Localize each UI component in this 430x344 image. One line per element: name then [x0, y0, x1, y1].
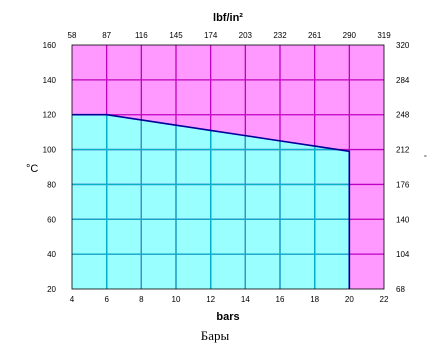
top-tick-label: 203: [239, 31, 253, 40]
right-tick-label: 248: [396, 111, 410, 120]
top-tick-label: 319: [377, 31, 391, 40]
x-tick-label: 8: [139, 295, 144, 304]
y-tick-label: 40: [47, 250, 56, 259]
y-tick-label: 160: [43, 41, 57, 50]
bottom-x-tick-labels: 4 6 8 10 12 14 16 18 20 22: [70, 295, 389, 304]
right-tick-label: 284: [396, 76, 410, 85]
top-tick-label: 232: [273, 31, 287, 40]
x-tick-label: 16: [276, 295, 285, 304]
right-tick-label: 212: [396, 146, 410, 155]
x-tick-label: 20: [345, 295, 354, 304]
top-tick-label: 261: [308, 31, 322, 40]
right-y-axis-title: °: [424, 154, 427, 162]
y-tick-label: 120: [43, 111, 57, 120]
y-tick-label: 80: [47, 180, 56, 189]
x-tick-label: 22: [380, 295, 389, 304]
right-tick-label: 68: [396, 285, 405, 294]
y-axis-title: °C: [26, 163, 38, 175]
x-tick-label: 10: [172, 295, 181, 304]
top-tick-label: 58: [68, 31, 77, 40]
x-axis-title: bars: [216, 311, 239, 323]
y-tick-label: 20: [47, 285, 56, 294]
y-tick-label: 140: [43, 76, 57, 85]
x-tick-label: 6: [104, 295, 109, 304]
top-tick-label: 87: [102, 31, 111, 40]
plot-frame: [71, 44, 385, 290]
chart-caption: Бары: [200, 328, 230, 343]
right-tick-label: 140: [396, 215, 410, 224]
right-tick-label: 104: [396, 250, 410, 259]
x-tick-label: 12: [206, 295, 215, 304]
x-tick-label: 14: [241, 295, 250, 304]
top-tick-label: 174: [204, 31, 218, 40]
y-tick-label: 100: [43, 146, 57, 155]
right-tick-label: 320: [396, 41, 410, 50]
right-y-tick-labels: 68 104 140 176 212 248 284 320: [396, 41, 410, 294]
right-tick-label: 176: [396, 180, 410, 189]
grid-lines-below: [72, 114, 350, 289]
top-tick-label: 116: [135, 31, 148, 40]
x-tick-label: 18: [310, 295, 319, 304]
left-y-tick-labels: 20 40 60 80 100 120 140 160: [43, 41, 57, 294]
x-tick-label: 4: [70, 295, 75, 304]
y-tick-label: 60: [47, 215, 56, 224]
top-tick-label: 290: [343, 31, 357, 40]
top-x-tick-labels: 58 87 116 145 174 203 232 261 290 319: [68, 31, 392, 40]
top-tick-label: 145: [169, 31, 183, 40]
top-x-axis-title: lbf/in²: [213, 12, 243, 24]
limit-curve-line: [72, 113, 351, 289]
